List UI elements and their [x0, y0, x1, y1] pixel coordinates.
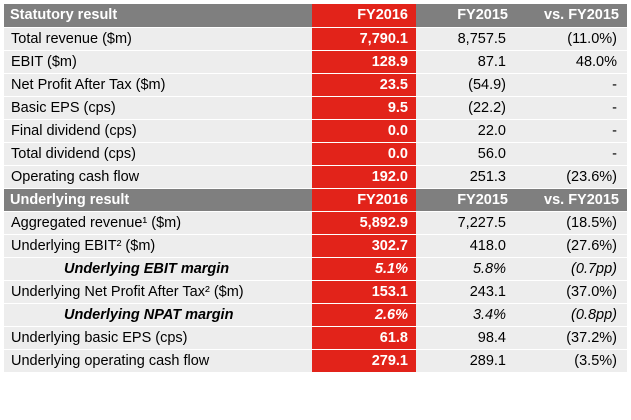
change-value: - [516, 73, 627, 97]
table-body: Statutory result FY2016 FY2015 vs. FY2015 To… [4, 4, 627, 373]
row-label: Final dividend (cps) [4, 119, 312, 143]
table-row: Operating cash flow 192.0 251.3 (23.6%) [4, 165, 627, 189]
row-label: EBIT ($m) [4, 50, 312, 74]
financial-results-table: Statutory result FY2016 FY2015 vs. FY2015 To… [4, 4, 627, 373]
fy2016-value: 5,892.9 [312, 211, 416, 235]
fy2015-value: 22.0 [416, 119, 516, 143]
section-title: Statutory result [4, 4, 312, 28]
row-label: Total dividend (cps) [4, 142, 312, 166]
change-value: (11.0%) [516, 27, 627, 51]
fy2015-value: 7,227.5 [416, 211, 516, 235]
change-value: - [516, 142, 627, 166]
change-value: (0.7pp) [516, 257, 627, 281]
fy2015-value: 243.1 [416, 280, 516, 304]
section-title: Underlying result [4, 188, 312, 212]
row-label: Operating cash flow [4, 165, 312, 189]
change-value: - [516, 119, 627, 143]
fy2015-value: 418.0 [416, 234, 516, 258]
fy2015-value: 8,757.5 [416, 27, 516, 51]
fy2015-value: 3.4% [416, 303, 516, 327]
column-header: FY2016 [312, 188, 416, 212]
table-row: Underlying operating cash flow 279.1 289.1… [4, 349, 627, 373]
fy2016-value: 153.1 [312, 280, 416, 304]
fy2016-value: 128.9 [312, 50, 416, 74]
fy2015-value: 5.8% [416, 257, 516, 281]
row-label: Basic EPS (cps) [4, 96, 312, 120]
table-row: Underlying EBIT margin 5.1% 5.8% (0.7pp) [4, 257, 627, 281]
fy2016-value: 0.0 [312, 119, 416, 143]
table-row: Aggregated revenue¹ ($m) 5,892.9 7,227.5 (1… [4, 211, 627, 235]
table-row: Basic EPS (cps) 9.5 (22.2) - [4, 96, 627, 120]
fy2016-value: 7,790.1 [312, 27, 416, 51]
section-header: Underlying result FY2016 FY2015 vs. FY2015 [4, 188, 627, 212]
change-value: 48.0% [516, 50, 627, 74]
row-label: Underlying basic EPS (cps) [4, 326, 312, 350]
fy2015-value: (22.2) [416, 96, 516, 120]
fy2015-value: 98.4 [416, 326, 516, 350]
fy2015-value: 251.3 [416, 165, 516, 189]
table-row: Total dividend (cps) 0.0 56.0- [4, 142, 627, 166]
column-header: vs. FY2015 [516, 4, 627, 28]
change-value: (23.6%) [516, 165, 627, 189]
row-label: Underlying operating cash flow [4, 349, 312, 373]
table-row: Underlying Net Profit After Tax² ($m) 153… [4, 280, 627, 304]
change-value: - [516, 96, 627, 120]
table-row: Total revenue ($m) 7,790.1 8,757.5 (11.0%) [4, 27, 627, 51]
fy2016-value: 9.5 [312, 96, 416, 120]
fy2015-value: 87.1 [416, 50, 516, 74]
section-header: Statutory result FY2016 FY2015 vs. FY2015 [4, 4, 627, 28]
fy2016-value: 279.1 [312, 349, 416, 373]
change-value: (27.6%) [516, 234, 627, 258]
table-row: Underlying NPAT margin 2.6% 3.4% (0.8pp) [4, 303, 627, 327]
row-label: Aggregated revenue¹ ($m) [4, 211, 312, 235]
change-value: (37.2%) [516, 326, 627, 350]
row-label: Underlying Net Profit After Tax² ($m) [4, 280, 312, 304]
fy2016-value: 2.6% [312, 303, 416, 327]
table-row: Net Profit After Tax ($m) 23.5 (54.9) - [4, 73, 627, 97]
fy2016-value: 192.0 [312, 165, 416, 189]
fy2016-value: 0.0 [312, 142, 416, 166]
fy2015-value: 289.1 [416, 349, 516, 373]
change-value: (3.5%) [516, 349, 627, 373]
row-label: Net Profit After Tax ($m) [4, 73, 312, 97]
column-header: FY2015 [416, 4, 516, 28]
row-label: Underlying NPAT margin [4, 303, 312, 327]
table-row: Underlying EBIT² ($m) 302.7 418.0 (27.6%) [4, 234, 627, 258]
column-header: FY2016 [312, 4, 416, 28]
change-value: (18.5%) [516, 211, 627, 235]
fy2016-value: 23.5 [312, 73, 416, 97]
table-row: EBIT ($m) 128.9 87.1 48.0% [4, 50, 627, 74]
fy2015-value: 56.0 [416, 142, 516, 166]
change-value: (37.0%) [516, 280, 627, 304]
row-label: Underlying EBIT margin [4, 257, 312, 281]
column-header: FY2015 [416, 188, 516, 212]
column-header: vs. FY2015 [516, 188, 627, 212]
fy2015-value: (54.9) [416, 73, 516, 97]
change-value: (0.8pp) [516, 303, 627, 327]
fy2016-value: 61.8 [312, 326, 416, 350]
table-row: Underlying basic EPS (cps) 61.8 98.4 (37.2%… [4, 326, 627, 350]
table-row: Final dividend (cps) 0.0 22.0- [4, 119, 627, 143]
fy2016-value: 5.1% [312, 257, 416, 281]
row-label: Total revenue ($m) [4, 27, 312, 51]
fy2016-value: 302.7 [312, 234, 416, 258]
row-label: Underlying EBIT² ($m) [4, 234, 312, 258]
